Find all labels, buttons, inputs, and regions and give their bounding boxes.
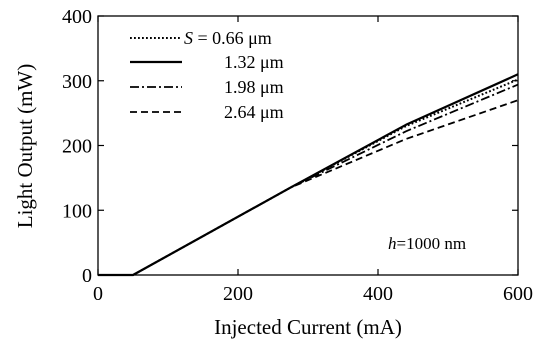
legend-text: = 0.66 μm xyxy=(193,28,272,48)
y-axis-label: Light Output (mW) xyxy=(13,64,37,228)
annotation-text: =1000 nm xyxy=(397,234,467,253)
annotation-h: h=1000 nm xyxy=(388,234,466,253)
legend-prefix: S xyxy=(184,28,193,48)
tick-label-layer: 0 200 400 600 0 100 200 300 400 xyxy=(62,6,533,305)
x-tick-label-600: 600 xyxy=(503,283,533,305)
x-axis-label: Injected Current (mA) xyxy=(214,315,402,339)
x-tick-label-400: 400 xyxy=(363,283,393,305)
y-tick-label-0: 0 xyxy=(82,265,92,287)
legend-text: 2.64 μm xyxy=(224,102,284,122)
y-tick-label-300: 300 xyxy=(62,71,92,93)
legend: S = 0.66 μm 1.32 μm 1.98 μm 2.64 μm xyxy=(130,28,284,122)
legend-text: 1.98 μm xyxy=(224,77,284,97)
y-tick-label-200: 200 xyxy=(62,136,92,158)
legend-label-4: 2.64 μm xyxy=(224,102,284,122)
legend-label-2: 1.32 μm xyxy=(224,52,284,72)
legend-label-1: S = 0.66 μm xyxy=(184,28,272,48)
ticks-layer xyxy=(97,15,519,276)
legend-text: 1.32 μm xyxy=(224,52,284,72)
x-tick-label-200: 200 xyxy=(223,283,253,305)
annotation-prefix: h xyxy=(388,234,397,253)
x-tick-label-0: 0 xyxy=(93,283,103,305)
y-tick-label-400: 400 xyxy=(62,6,92,28)
legend-label-3: 1.98 μm xyxy=(224,77,284,97)
y-tick-label-100: 100 xyxy=(62,200,92,222)
